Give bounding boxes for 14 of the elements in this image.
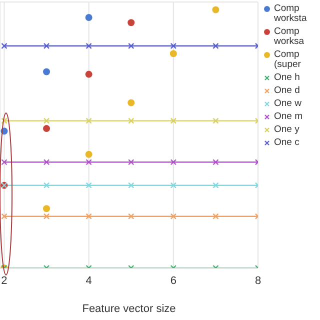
legend-label: One c xyxy=(274,137,300,148)
legend-label: Comp worksta xyxy=(274,3,307,24)
legend-label: One y xyxy=(274,124,300,135)
legend-label: One w xyxy=(274,98,302,109)
x-axis-title: Feature vector size xyxy=(82,303,176,315)
legend-label: Comp worksa xyxy=(274,26,304,47)
x-tick-label: 2 xyxy=(1,274,8,287)
legend-label: One h xyxy=(274,72,300,83)
x-tick-label: 6 xyxy=(170,274,176,287)
legend-label: Comp (super xyxy=(274,49,301,70)
legend-label: One d xyxy=(274,85,300,96)
legend-label: One m xyxy=(274,111,303,122)
x-tick-label: 8 xyxy=(254,274,262,287)
x-tick-label: 4 xyxy=(86,274,92,287)
